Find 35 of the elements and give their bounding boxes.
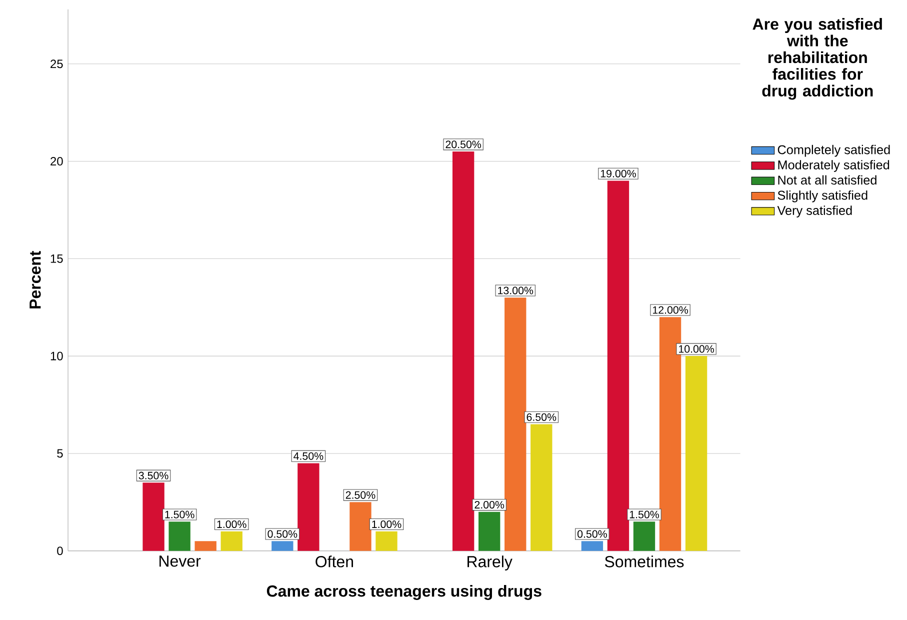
data-label: 3.50%	[138, 472, 168, 480]
legend-label: Not at all satisfied	[778, 175, 876, 184]
x-tick-label: Sometimes	[604, 555, 684, 568]
data-label: 0.50%	[268, 530, 298, 538]
y-tick-label: 5	[57, 449, 63, 458]
data-label: 1.50%	[630, 510, 659, 518]
legend-label: Moderately satisfied	[778, 160, 890, 172]
data-label: 2.50%	[346, 491, 376, 499]
data-label: 12.00%	[652, 306, 688, 314]
data-label: 10.00%	[679, 345, 714, 353]
bar	[194, 541, 216, 551]
data-label: 2.00%	[474, 500, 504, 508]
y-axis-title: Percent	[30, 250, 41, 308]
x-tick-label: Never	[160, 555, 201, 567]
data-label: 0.50%	[577, 530, 607, 538]
data-label: 1.00%	[217, 520, 246, 528]
legend-label: Completely satisfied	[778, 144, 890, 157]
legend-title: Are you satisfied with the rehabilitation facilities for drug addiction	[752, 18, 882, 100]
data-label: 6.50%	[526, 413, 556, 421]
legend-label: Slightly satisfied	[778, 190, 868, 202]
data-label: 4.50%	[294, 452, 324, 460]
y-tick-label: 20	[50, 156, 63, 166]
x-tick-label: Often	[316, 555, 353, 568]
data-label: 13.00%	[498, 286, 534, 294]
data-label: 1.50%	[165, 510, 194, 518]
x-tick-label: Rarely	[468, 555, 512, 570]
y-tick-label: 25	[50, 60, 63, 68]
data-label: 20.50%	[446, 140, 482, 148]
y-tick-label: 10	[50, 352, 63, 360]
data-label: 19.00%	[600, 170, 636, 178]
data-label: 1.00%	[372, 520, 402, 528]
y-tick-label: 0	[57, 546, 63, 556]
legend-label: Very satisfied	[777, 206, 852, 218]
x-axis-title: Came across teenagers using drugs	[266, 584, 542, 600]
y-tick-label: 15	[50, 254, 63, 263]
